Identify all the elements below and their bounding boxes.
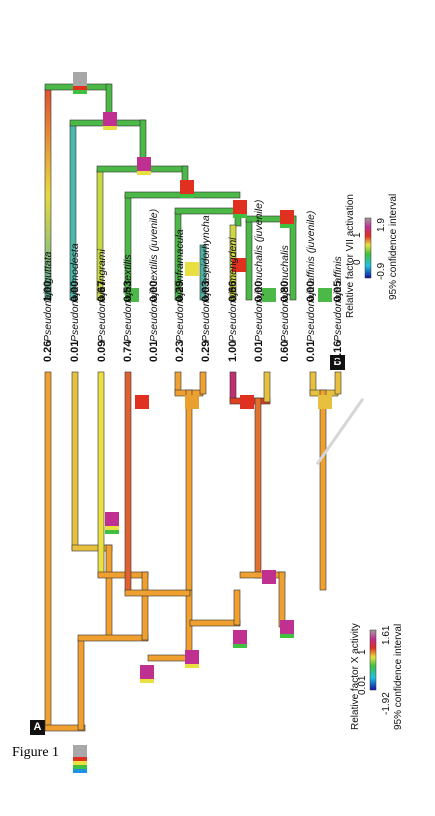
panel-a-letter: A [30,720,45,735]
legend-a-subtitle: 95% confidence interval [393,623,404,730]
value-b: 0.29 [174,280,186,302]
legend-b-subtitle: 95% confidence interval [388,193,399,300]
value-a: 0.23 [174,340,186,362]
value-b: 0.53 [122,280,134,302]
value-a: 0.60 [279,340,291,362]
tree-a [44,371,342,732]
legend-a-max: 1.61 [381,625,392,645]
species-name: Pseudonaja textilis (juvenile) [148,208,160,342]
value-a: 0.16 [332,340,344,362]
legend-b [364,217,372,279]
legend-b-mid-left: 0 [352,259,363,265]
legend-a-min: -1.92 [381,692,392,715]
nodes-a [73,395,332,773]
legend-b-min: -0.9 [376,262,387,280]
nodes-b [73,72,332,302]
value-b: 0.00 [305,280,317,302]
value-b: 0.66 [227,280,239,302]
value-a: 0.01 [148,340,160,362]
figure-title: Figure 1 [12,745,60,760]
species-name: Pseudonaja aspidorhyncha [200,215,212,342]
species-name: Pseudonaja affinis (juvenile) [305,210,317,342]
value-a: 1.00 [227,340,239,362]
value-b: 1.00 [42,280,54,302]
species-name: Pseudonaja nuchalis (juvenile) [253,199,265,342]
value-b: 0.00 [148,280,160,302]
value-a: 0.01 [253,340,265,362]
value-b: 0.00 [69,280,81,302]
value-b: 0.80 [279,280,291,302]
legend-a [369,629,377,691]
value-a: 0.01 [305,340,317,362]
legend-b-max: 1.9 [376,218,387,232]
value-b: 0.05 [332,280,344,302]
value-a: 0.01 [69,340,81,362]
value-a: 0.74 [122,340,134,362]
legend-a-mid-right: 1 [357,649,368,655]
legend-a-mid-left: 0.01 [357,675,368,695]
legend-b-mid-right: 1 [352,232,363,238]
value-a: 0.29 [200,340,212,362]
value-a: 0.09 [96,340,108,362]
value-a: 0.26 [42,340,54,362]
value-b: 0.67 [96,280,108,302]
legend-b-title: Relative factor VII activation [345,194,356,318]
panel-b-letter: B [330,355,345,370]
value-b: 0.03 [200,280,212,302]
value-b: 0.00 [253,280,265,302]
